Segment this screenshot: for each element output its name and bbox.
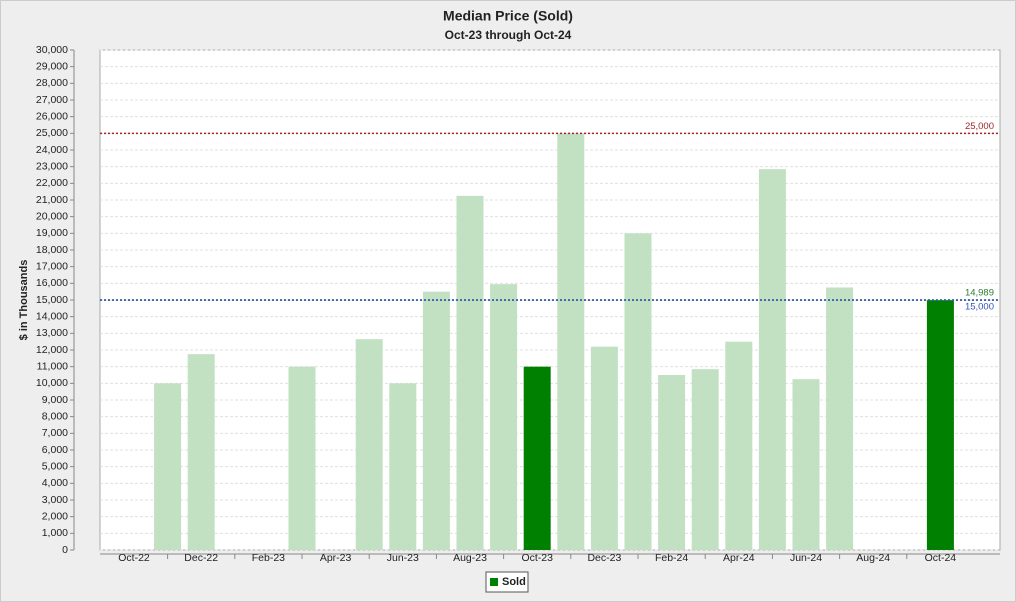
x-tick-label: Feb-23 [252,552,285,564]
y-tick-label: 27,000 [36,94,68,106]
legend-label: Sold [502,576,526,588]
y-tick-label: 29,000 [36,60,68,72]
legend-swatch [490,578,498,586]
reference-label: 15,000 [965,302,994,313]
y-tick-label: 12,000 [36,344,68,356]
bar [926,300,954,550]
y-tick-label: 10,000 [36,377,68,389]
y-tick-label: 7,000 [42,427,68,439]
bar [590,346,618,550]
y-tick-label: 18,000 [36,244,68,256]
bar [758,169,786,550]
reference-label: 25,000 [965,121,994,132]
y-tick-label: 20,000 [36,210,68,222]
y-tick-label: 1,000 [42,527,68,539]
x-tick-label: Dec-23 [587,552,621,564]
y-tick-label: 28,000 [36,77,68,89]
y-tick-label: 22,000 [36,177,68,189]
y-tick-label: 13,000 [36,327,68,339]
x-tick-label: Dec-22 [184,552,218,564]
bar [355,339,383,550]
y-tick-label: 16,000 [36,277,68,289]
bar [187,354,215,550]
y-axis-label: $ in Thousands [18,260,30,341]
bar [624,233,652,551]
x-tick-label: Aug-24 [856,552,890,564]
x-tick-label: Oct-23 [521,552,553,564]
y-tick-label: 26,000 [36,110,68,122]
bar [389,383,417,550]
x-tick-label: Jun-23 [387,552,419,564]
bar [725,341,753,550]
y-tick-label: 2,000 [42,510,68,522]
bar [691,369,719,550]
y-tick-label: 11,000 [37,360,68,372]
legend-box [485,571,529,593]
y-tick-label: 9,000 [42,394,68,406]
bar [422,291,450,550]
x-tick-label: Jun-24 [790,552,822,564]
bar [658,375,686,550]
x-tick-label: Apr-23 [320,552,352,564]
y-tick-label: 19,000 [36,227,68,239]
y-tick-label: 0 [62,544,68,556]
y-tick-label: 30,000 [36,44,68,56]
bar [288,366,316,550]
bar [154,383,182,550]
x-tick-label: Feb-24 [655,552,688,564]
chart-subtitle: Oct-23 through Oct-24 [445,28,572,42]
reference-label: 14,989 [965,288,994,299]
y-tick-label: 24,000 [36,144,68,156]
bar [490,284,518,550]
y-tick-label: 3,000 [42,494,68,506]
y-tick-label: 17,000 [36,260,68,272]
bar [826,287,854,550]
y-tick-label: 6,000 [42,444,68,456]
bar [523,366,551,550]
x-tick-label: Oct-22 [118,552,150,564]
bar [792,379,820,550]
y-tick-label: 5,000 [42,460,68,472]
y-tick-label: 25,000 [36,127,68,139]
y-tick-label: 15,000 [36,294,68,306]
y-tick-label: 8,000 [42,410,68,422]
y-tick-label: 23,000 [36,160,68,172]
x-tick-label: Apr-24 [723,552,755,564]
bar [557,133,585,551]
y-tick-label: 21,000 [36,194,68,206]
chart-title: Median Price (Sold) [443,8,573,24]
bar [456,195,484,551]
y-tick-label: 14,000 [36,310,68,322]
y-tick-label: 4,000 [42,477,68,489]
x-tick-label: Aug-23 [453,552,487,564]
x-tick-label: Oct-24 [925,552,957,564]
